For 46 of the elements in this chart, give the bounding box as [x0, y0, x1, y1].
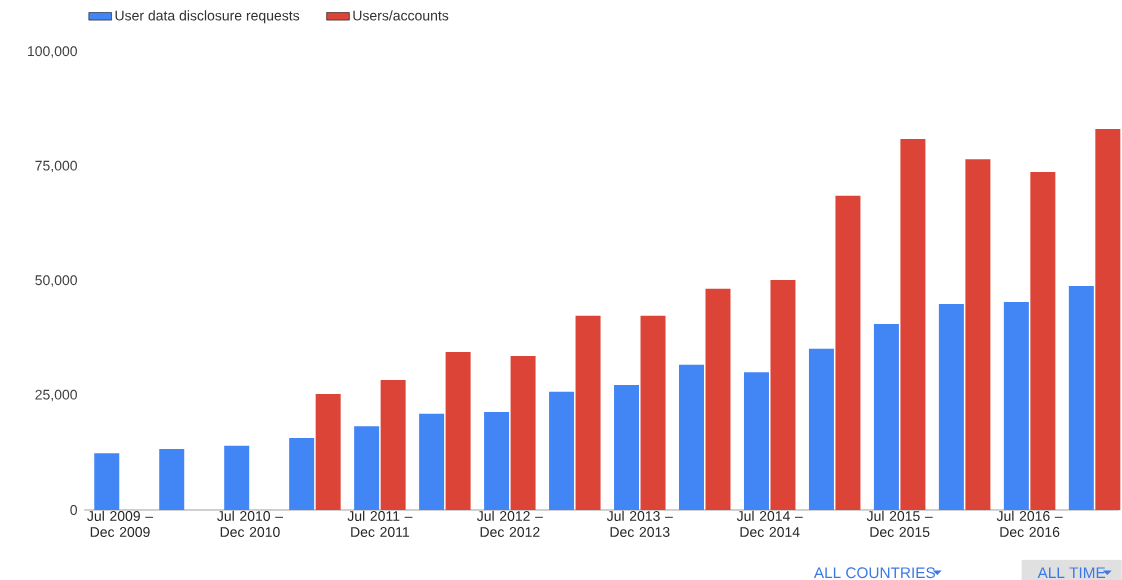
bar — [354, 426, 380, 510]
bar — [743, 372, 769, 510]
bar — [808, 348, 834, 510]
bar — [289, 438, 315, 510]
x-tick-label: Jul 2012 – Dec 2012 — [476, 510, 543, 537]
bar — [1030, 171, 1056, 510]
y-tick-label: 100,000 — [28, 46, 77, 58]
bar — [938, 303, 964, 510]
bar — [484, 411, 510, 510]
y-tick-label: 25,000 — [35, 389, 77, 402]
text: ALL TIME — [1037, 567, 1106, 578]
x-tick-label: Jul 2016 – Dec 2016 — [996, 510, 1063, 537]
bar — [94, 453, 120, 510]
x-tick-label: Jul 2011 – Dec 2011 — [347, 510, 413, 537]
bar — [873, 324, 899, 510]
bar — [380, 379, 406, 510]
bar — [510, 356, 536, 510]
bar — [835, 195, 861, 510]
y-tick-label: 75,000 — [35, 160, 77, 173]
bar — [575, 315, 601, 510]
bar — [965, 159, 991, 510]
bar — [679, 364, 705, 510]
bar — [445, 351, 471, 510]
bar — [1003, 302, 1029, 510]
bar — [159, 449, 185, 510]
x-tick-label: Jul 2013 – Dec 2013 — [606, 510, 673, 537]
x-tick-label: Jul 2009 – Dec 2009 — [87, 510, 154, 537]
bar — [1068, 286, 1094, 510]
bar — [770, 280, 796, 510]
y-tick-label: 50,000 — [35, 275, 77, 287]
y-tick-label: 0 — [70, 505, 78, 515]
bar — [640, 315, 666, 510]
bar — [1095, 128, 1121, 510]
bar — [614, 384, 640, 510]
legend-label: User data disclosure requests — [115, 10, 300, 24]
bar — [900, 139, 926, 510]
x-tick-label: Jul 2014 – Dec 2014 — [736, 510, 803, 537]
bar — [705, 288, 731, 510]
bar — [549, 391, 575, 510]
x-tick-label: Jul 2010 – Dec 2010 — [217, 510, 283, 537]
legend-label: Users/accounts — [353, 10, 449, 21]
x-tick-label: Jul 2015 – Dec 2015 — [866, 510, 933, 537]
text: ALL COUNTRIES — [813, 567, 935, 579]
bar — [315, 394, 341, 510]
bar — [419, 413, 445, 510]
bar — [224, 445, 250, 510]
